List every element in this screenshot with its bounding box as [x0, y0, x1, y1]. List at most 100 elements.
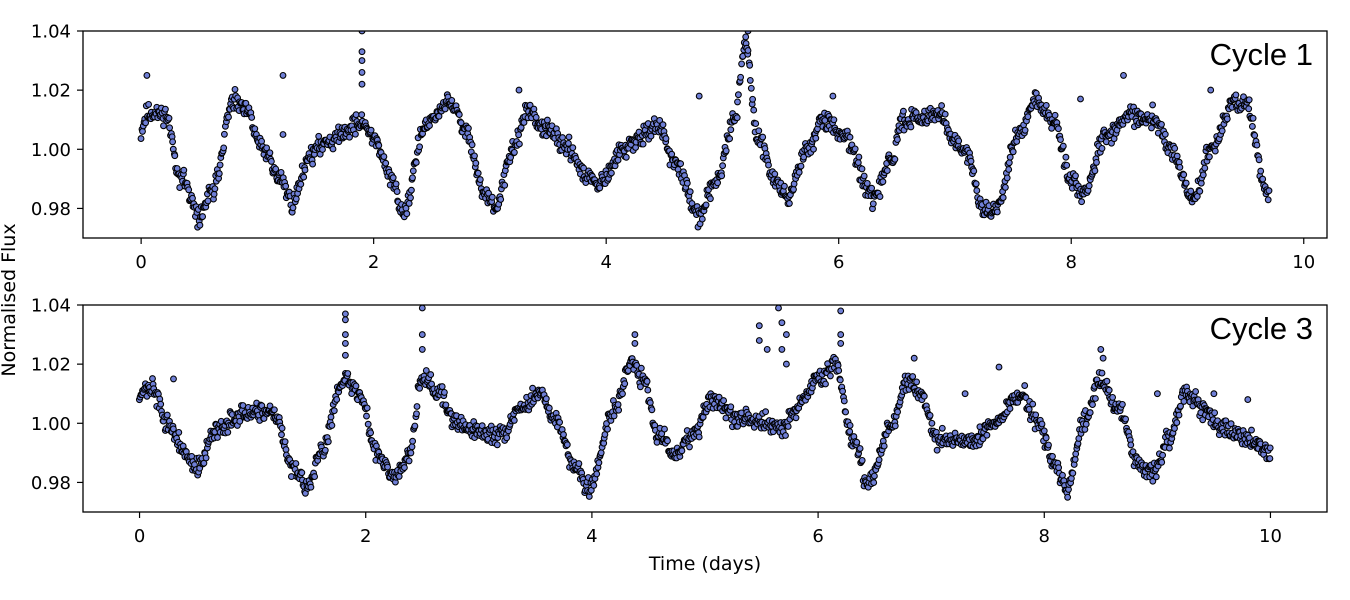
- data-point: [137, 135, 145, 143]
- data-point: [352, 382, 360, 390]
- data-point: [1201, 164, 1209, 172]
- data-point: [1175, 411, 1183, 419]
- data-point: [560, 431, 567, 439]
- data-point: [826, 372, 834, 380]
- data-point: [1153, 390, 1161, 398]
- data-point: [1196, 187, 1204, 195]
- data-point: [853, 438, 861, 446]
- data-point: [530, 105, 538, 113]
- data-point: [870, 472, 878, 480]
- data-point: [1259, 175, 1267, 183]
- data-point: [970, 167, 978, 175]
- data-point: [270, 406, 278, 414]
- data-point: [346, 133, 353, 141]
- data-point: [910, 354, 918, 362]
- data-point: [1211, 409, 1219, 417]
- data-point: [894, 408, 902, 416]
- cycle-3-y-ticks: 0.98 1.00 1.02 1.04: [31, 296, 83, 494]
- data-point: [438, 383, 446, 391]
- data-point: [782, 331, 790, 339]
- data-point: [614, 156, 622, 164]
- data-point: [321, 446, 329, 454]
- data-point: [955, 137, 963, 145]
- data-point: [920, 392, 928, 400]
- data-point: [755, 322, 763, 330]
- data-point: [166, 124, 174, 132]
- data-point: [231, 85, 239, 93]
- data-point: [341, 351, 349, 359]
- data-point: [163, 411, 171, 419]
- x-tick-label: 8: [1039, 526, 1050, 547]
- data-point: [1176, 163, 1184, 171]
- data-point: [1072, 172, 1079, 180]
- data-point: [1029, 400, 1037, 408]
- x-tick-label: 10: [1292, 252, 1315, 273]
- data-point: [1120, 71, 1127, 79]
- data-point: [1171, 144, 1179, 152]
- data-point: [648, 406, 656, 414]
- data-point: [215, 170, 223, 178]
- data-point: [837, 307, 845, 315]
- data-point: [597, 449, 605, 457]
- data-point: [407, 194, 414, 202]
- data-point: [389, 174, 397, 182]
- data-point: [1089, 401, 1096, 409]
- data-point: [1177, 402, 1184, 410]
- data-point: [714, 179, 722, 187]
- data-point: [279, 71, 287, 79]
- panel-cycle-3: 0.98 1.00 1.02 1.04 0 2 4 6 8 10 Cycle 3: [31, 296, 1328, 547]
- data-point: [1042, 101, 1050, 109]
- data-point: [1099, 354, 1107, 362]
- data-point: [840, 397, 848, 405]
- data-point: [1207, 86, 1215, 94]
- data-point: [639, 140, 647, 148]
- x-tick-label: 6: [812, 526, 823, 547]
- data-point: [837, 339, 845, 347]
- data-point: [1165, 444, 1173, 452]
- data-point: [341, 310, 349, 318]
- data-point: [661, 425, 668, 433]
- data-point: [727, 126, 735, 134]
- data-point: [763, 345, 771, 353]
- data-point: [418, 331, 426, 339]
- data-point: [1122, 415, 1130, 423]
- data-point: [202, 454, 210, 462]
- data-point: [1006, 153, 1014, 161]
- data-point: [785, 199, 793, 207]
- data-point: [1042, 434, 1050, 442]
- data-point: [251, 125, 259, 133]
- data-point: [1086, 409, 1094, 417]
- data-point: [455, 111, 463, 119]
- data-point: [329, 145, 337, 153]
- data-point: [364, 420, 372, 428]
- data-point: [619, 390, 626, 398]
- data-point: [913, 378, 921, 386]
- data-point: [812, 134, 820, 142]
- data-point: [1098, 144, 1106, 152]
- data-point: [926, 411, 934, 419]
- data-point: [139, 127, 146, 135]
- data-point: [1180, 171, 1188, 179]
- cycle-1-x-ticks: 0 2 4 6 8 10: [135, 238, 1315, 273]
- data-point: [995, 363, 1003, 371]
- data-point: [792, 414, 800, 422]
- data-point: [236, 417, 244, 425]
- data-point: [938, 102, 946, 110]
- x-tick-label: 6: [833, 252, 844, 273]
- data-point: [860, 172, 868, 180]
- data-point: [983, 431, 991, 439]
- data-point: [842, 408, 850, 416]
- data-point: [363, 412, 370, 420]
- data-point: [765, 161, 772, 169]
- data-point: [1218, 127, 1226, 135]
- x-tick-label: 4: [586, 526, 597, 547]
- data-point: [175, 428, 183, 436]
- data-point: [1152, 473, 1160, 481]
- data-point: [771, 170, 779, 178]
- y-tick-label: 1.02: [31, 81, 71, 102]
- data-point: [1199, 171, 1207, 179]
- data-point: [515, 131, 523, 139]
- x-tick-label: 10: [1259, 526, 1282, 547]
- data-point: [543, 116, 551, 124]
- data-point: [795, 168, 803, 176]
